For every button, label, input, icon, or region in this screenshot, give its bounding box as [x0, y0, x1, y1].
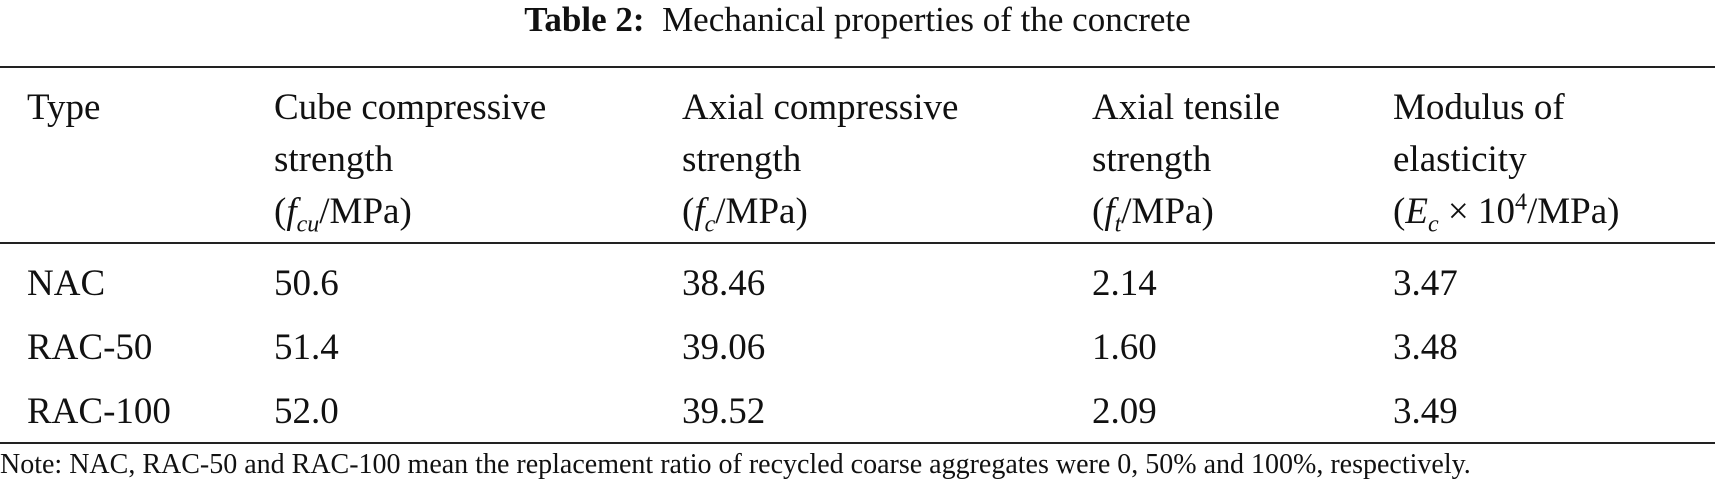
table-cell: 3.48 — [1393, 327, 1458, 368]
header-text: Axial tensile — [1092, 87, 1281, 128]
bottom-rule — [0, 442, 1715, 444]
header-text: strength — [1092, 139, 1212, 180]
header-text: /MPa) — [1526, 191, 1620, 232]
table-cell: 2.14 — [1092, 263, 1157, 304]
header-text: /MPa) — [1121, 191, 1214, 232]
title-text: Mechanical properties of the concrete — [662, 0, 1191, 39]
header-cell: Cube compressive strength (fcu/MPa) — [274, 82, 546, 238]
header-text: /MPa) — [319, 191, 412, 232]
table-title: Table 2: Mechanical properties of the co… — [0, 0, 1715, 40]
row-label: RAC-100 — [27, 391, 171, 432]
header-symbol: f — [1104, 191, 1115, 232]
header-symbol: f — [286, 191, 297, 232]
table-cell: 39.52 — [682, 391, 766, 432]
header-subscript: cu — [296, 211, 320, 238]
table-cell: 52.0 — [274, 391, 339, 432]
header-text: Type — [27, 87, 101, 128]
table-cell: 2.09 — [1092, 391, 1157, 432]
table-cell: 39.06 — [682, 327, 766, 368]
header-text: strength — [682, 139, 802, 180]
table-cell: 3.47 — [1393, 263, 1458, 304]
table-cell: 3.49 — [1393, 391, 1458, 432]
header-text: Axial compressive — [682, 87, 959, 128]
title-label: Table 2: — [524, 0, 645, 39]
header-cell: Axial compressive strength (fc/MPa) — [682, 82, 958, 238]
header-text: × 10 — [1438, 191, 1515, 232]
table-cell: 50.6 — [274, 263, 339, 304]
header-text: ( — [1092, 191, 1105, 232]
header-text: ( — [682, 191, 695, 232]
table-cell: 51.4 — [274, 327, 339, 368]
header-cell: Type — [27, 82, 100, 134]
header-text: /MPa) — [715, 191, 808, 232]
header-rule — [0, 242, 1715, 244]
header-text: ( — [274, 191, 287, 232]
header-text: Modulus of — [1393, 87, 1565, 128]
header-cell: Modulus of elasticity (Ec × 104/MPa) — [1393, 82, 1619, 238]
header-subscript: c — [704, 211, 716, 238]
header-symbol: E — [1405, 191, 1428, 232]
header-text: elasticity — [1393, 139, 1527, 180]
header-text: strength — [274, 139, 394, 180]
header-text: Cube compressive — [274, 87, 547, 128]
header-superscript: 4 — [1514, 189, 1527, 216]
header-symbol: f — [694, 191, 705, 232]
header-subscript: t — [1114, 211, 1122, 238]
top-rule — [0, 66, 1715, 68]
table-cell: 1.60 — [1092, 327, 1157, 368]
header-subscript: c — [1427, 211, 1439, 238]
row-label: NAC — [27, 263, 106, 304]
row-label: RAC-50 — [27, 327, 153, 368]
header-cell: Axial tensile strength (ft/MPa) — [1092, 82, 1280, 238]
header-text: ( — [1393, 191, 1406, 232]
table-cell: 38.46 — [682, 263, 766, 304]
table-note: Note: NAC, RAC-50 and RAC-100 mean the r… — [0, 449, 1471, 480]
